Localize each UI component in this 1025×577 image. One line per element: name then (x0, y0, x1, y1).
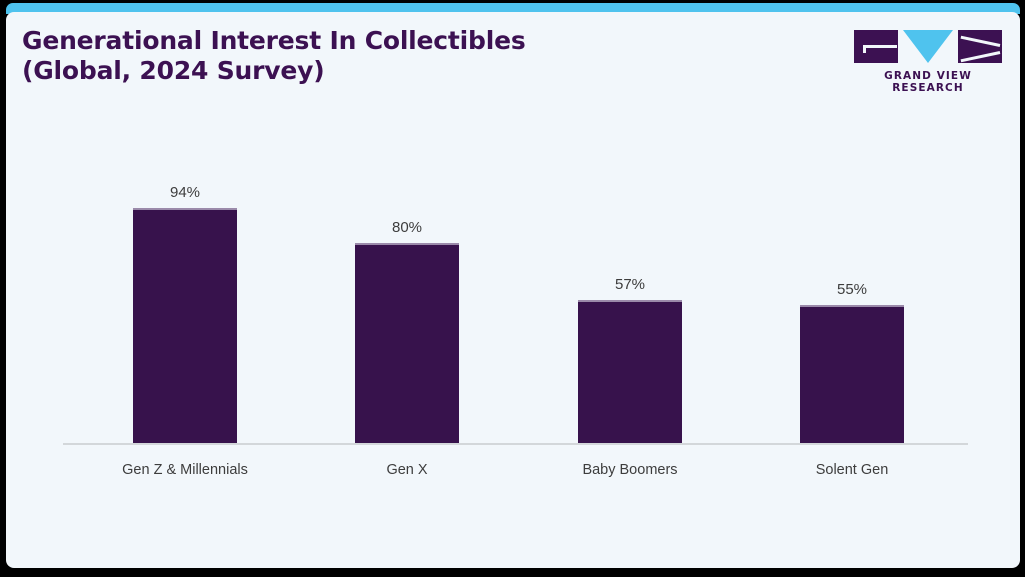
chart-panel: Generational Interest In Collectibles (G… (6, 12, 1020, 568)
bar-category-label: Baby Boomers (582, 462, 678, 478)
bar-rect[interactable] (355, 243, 459, 443)
bar-group-gen-z-millennials[interactable]: 94% Gen Z & Millennials (74, 184, 296, 478)
bar-category-label: Solent Gen (815, 462, 889, 478)
bar-rect[interactable] (578, 300, 682, 443)
bar-rect[interactable] (133, 208, 237, 443)
bar-group-baby-boomers[interactable]: 57% Baby Boomers (519, 276, 741, 478)
bar-group-solent-gen[interactable]: 55% Solent Gen (741, 281, 963, 478)
page-title: Generational Interest In Collectibles (G… (22, 26, 526, 85)
bar-group-gen-x[interactable]: 80% Gen X (296, 219, 518, 478)
logo-r-block-icon (958, 30, 1002, 63)
logo-triangle-icon (903, 30, 953, 63)
bar-category-label: Gen X (386, 462, 428, 478)
bar-rect[interactable] (800, 305, 904, 443)
x-axis-line (63, 443, 968, 445)
bar-value-label: 57% (614, 276, 646, 293)
bar-value-label: 55% (836, 281, 868, 298)
bar-category-label: Gen Z & Millennials (122, 462, 248, 478)
logo-mark (854, 30, 1002, 63)
logo-g-block-icon (854, 30, 898, 63)
accent-bar (6, 3, 1020, 14)
logo-wordmark: GRAND VIEW RESEARCH (884, 70, 972, 94)
grand-view-research-logo: GRAND VIEW RESEARCH (854, 30, 1002, 94)
bar-value-label: 80% (391, 219, 423, 236)
bar-chart-plot: 94% Gen Z & Millennials 80% Gen X 57% Ba… (6, 12, 1020, 568)
bar-value-label: 94% (169, 184, 201, 201)
